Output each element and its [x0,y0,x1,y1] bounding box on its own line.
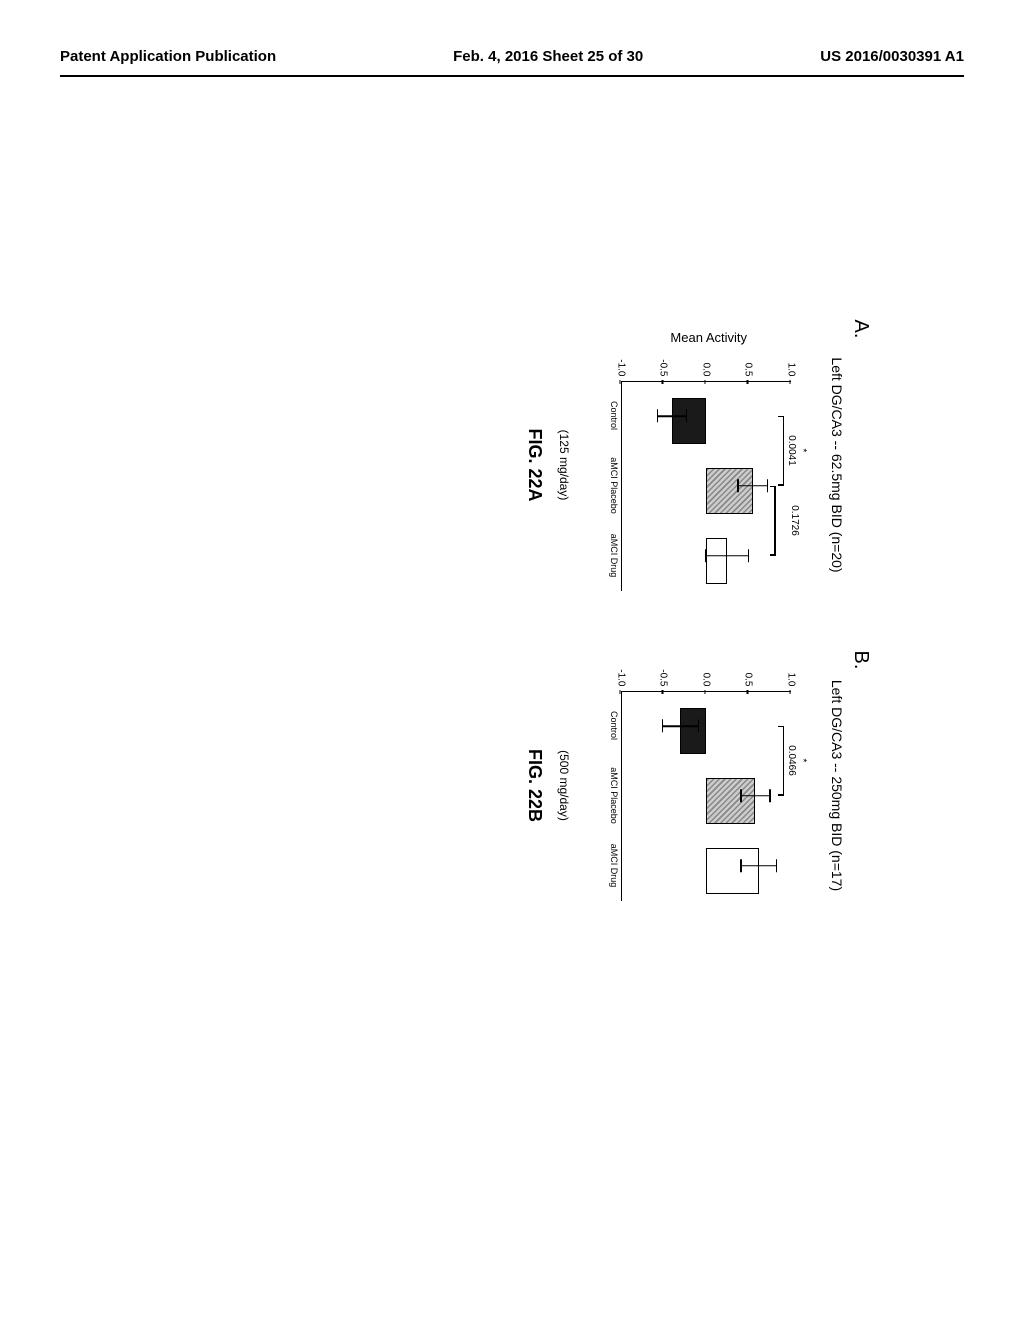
significance-bracket [774,486,776,556]
x-tick-label: aMCI Placebo [609,766,619,826]
x-ticks-a: Control aMCI Placebo aMCI Drug [609,381,619,591]
panel-b-title: Left DG/CA3 -- 250mg BID (n=17) [829,680,845,891]
header-middle: Feb. 4, 2016 Sheet 25 of 30 [453,48,643,65]
panels-row: A. Left DG/CA3 -- 62.5mg BID (n=20) Mean… [524,208,872,1032]
y-tick-label: -1.0 [616,359,627,376]
y-tick-label: 0.5 [743,673,754,687]
panel-a-fig-label: FIG. 22A [524,428,545,501]
bar [706,778,755,824]
y-ticks-a: -1.0-0.50.00.51.0 [621,351,791,381]
x-tick-label: aMCI Placebo [609,456,619,516]
y-tick-label: 0.0 [701,673,712,687]
panel-b-chart-wrap: -1.0 -0.5 0.0 0.5 1.0 Control aMCI Placebo aMC… [599,661,819,911]
x-tick-label: aMCI Drug [609,836,619,896]
panel-a-title: Left DG/CA3 -- 62.5mg BID (n=20) [829,357,845,572]
significance-bracket [783,726,785,796]
x-ticks-b: Control aMCI Placebo aMCI Drug [609,691,619,901]
panel-a-label: A. [849,320,872,339]
y-ticks-b: -1.0-0.50.00.51.0 [621,661,791,691]
x-tick-label: Control [609,696,619,756]
panel-b-dose: (500 mg/day) [557,750,571,821]
panel-a-chart: -1.0 -0.5 0.0 0.5 1.0 Control aMCI Placebo aMC… [599,351,819,601]
bar-group [622,526,791,586]
plot-a [621,381,791,591]
plot-b [621,691,791,901]
header-left: Patent Application Publication [60,48,276,65]
bar-group [622,836,791,896]
error-bar [657,416,688,418]
error-bar [662,726,699,728]
error-bar [740,865,777,867]
y-tick-label: 1.0 [786,673,797,687]
panel-a-dose: (125 mg/day) [557,430,571,501]
figure-area: A. Left DG/CA3 -- 62.5mg BID (n=20) Mean… [152,208,872,1032]
bar-group [622,456,791,516]
y-tick-label: -1.0 [616,669,627,686]
y-tick-label: 0.5 [743,363,754,377]
header-right: US 2016/0030391 A1 [820,48,964,65]
bars-b [622,692,791,901]
panel-a: A. Left DG/CA3 -- 62.5mg BID (n=20) Mean… [524,330,872,601]
significance-label: *0.0466 [786,736,808,786]
y-tick-label: -0.5 [658,669,669,686]
significance-bracket [783,416,785,486]
x-tick-label: aMCI Drug [609,526,619,586]
significance-label: 0.1726 [789,496,800,546]
error-bar [705,555,749,557]
error-bar [737,485,768,487]
bar-group [622,766,791,826]
y-tick-label: -0.5 [658,359,669,376]
panel-b-fig-label: FIG. 22B [524,749,545,822]
bar [706,848,759,894]
panel-b-label: B. [849,651,872,670]
bar [706,538,727,584]
y-tick-label: 0.0 [701,363,712,377]
x-tick-label: Control [609,386,619,446]
error-bar [740,795,771,797]
y-axis-label: Mean Activity [671,330,748,345]
panel-b-chart: -1.0 -0.5 0.0 0.5 1.0 Control aMCI Placebo aMC… [599,661,819,911]
bar [672,398,706,444]
bar-group [622,696,791,756]
bar-group [622,386,791,446]
significance-label: *0.0041 [786,426,808,476]
bars-a [622,382,791,591]
page-header: Patent Application Publication Feb. 4, 2… [0,48,1024,65]
panel-b: B. Left DG/CA3 -- 250mg BID (n=17) -1.0-… [524,661,872,911]
bar [706,468,753,514]
y-tick-label: 1.0 [786,363,797,377]
bar [681,708,707,754]
panel-a-chart-wrap: Mean Activity -1.0 -0.5 0.0 0.5 1.0 Control a… [599,330,819,601]
header-rule [60,75,964,77]
